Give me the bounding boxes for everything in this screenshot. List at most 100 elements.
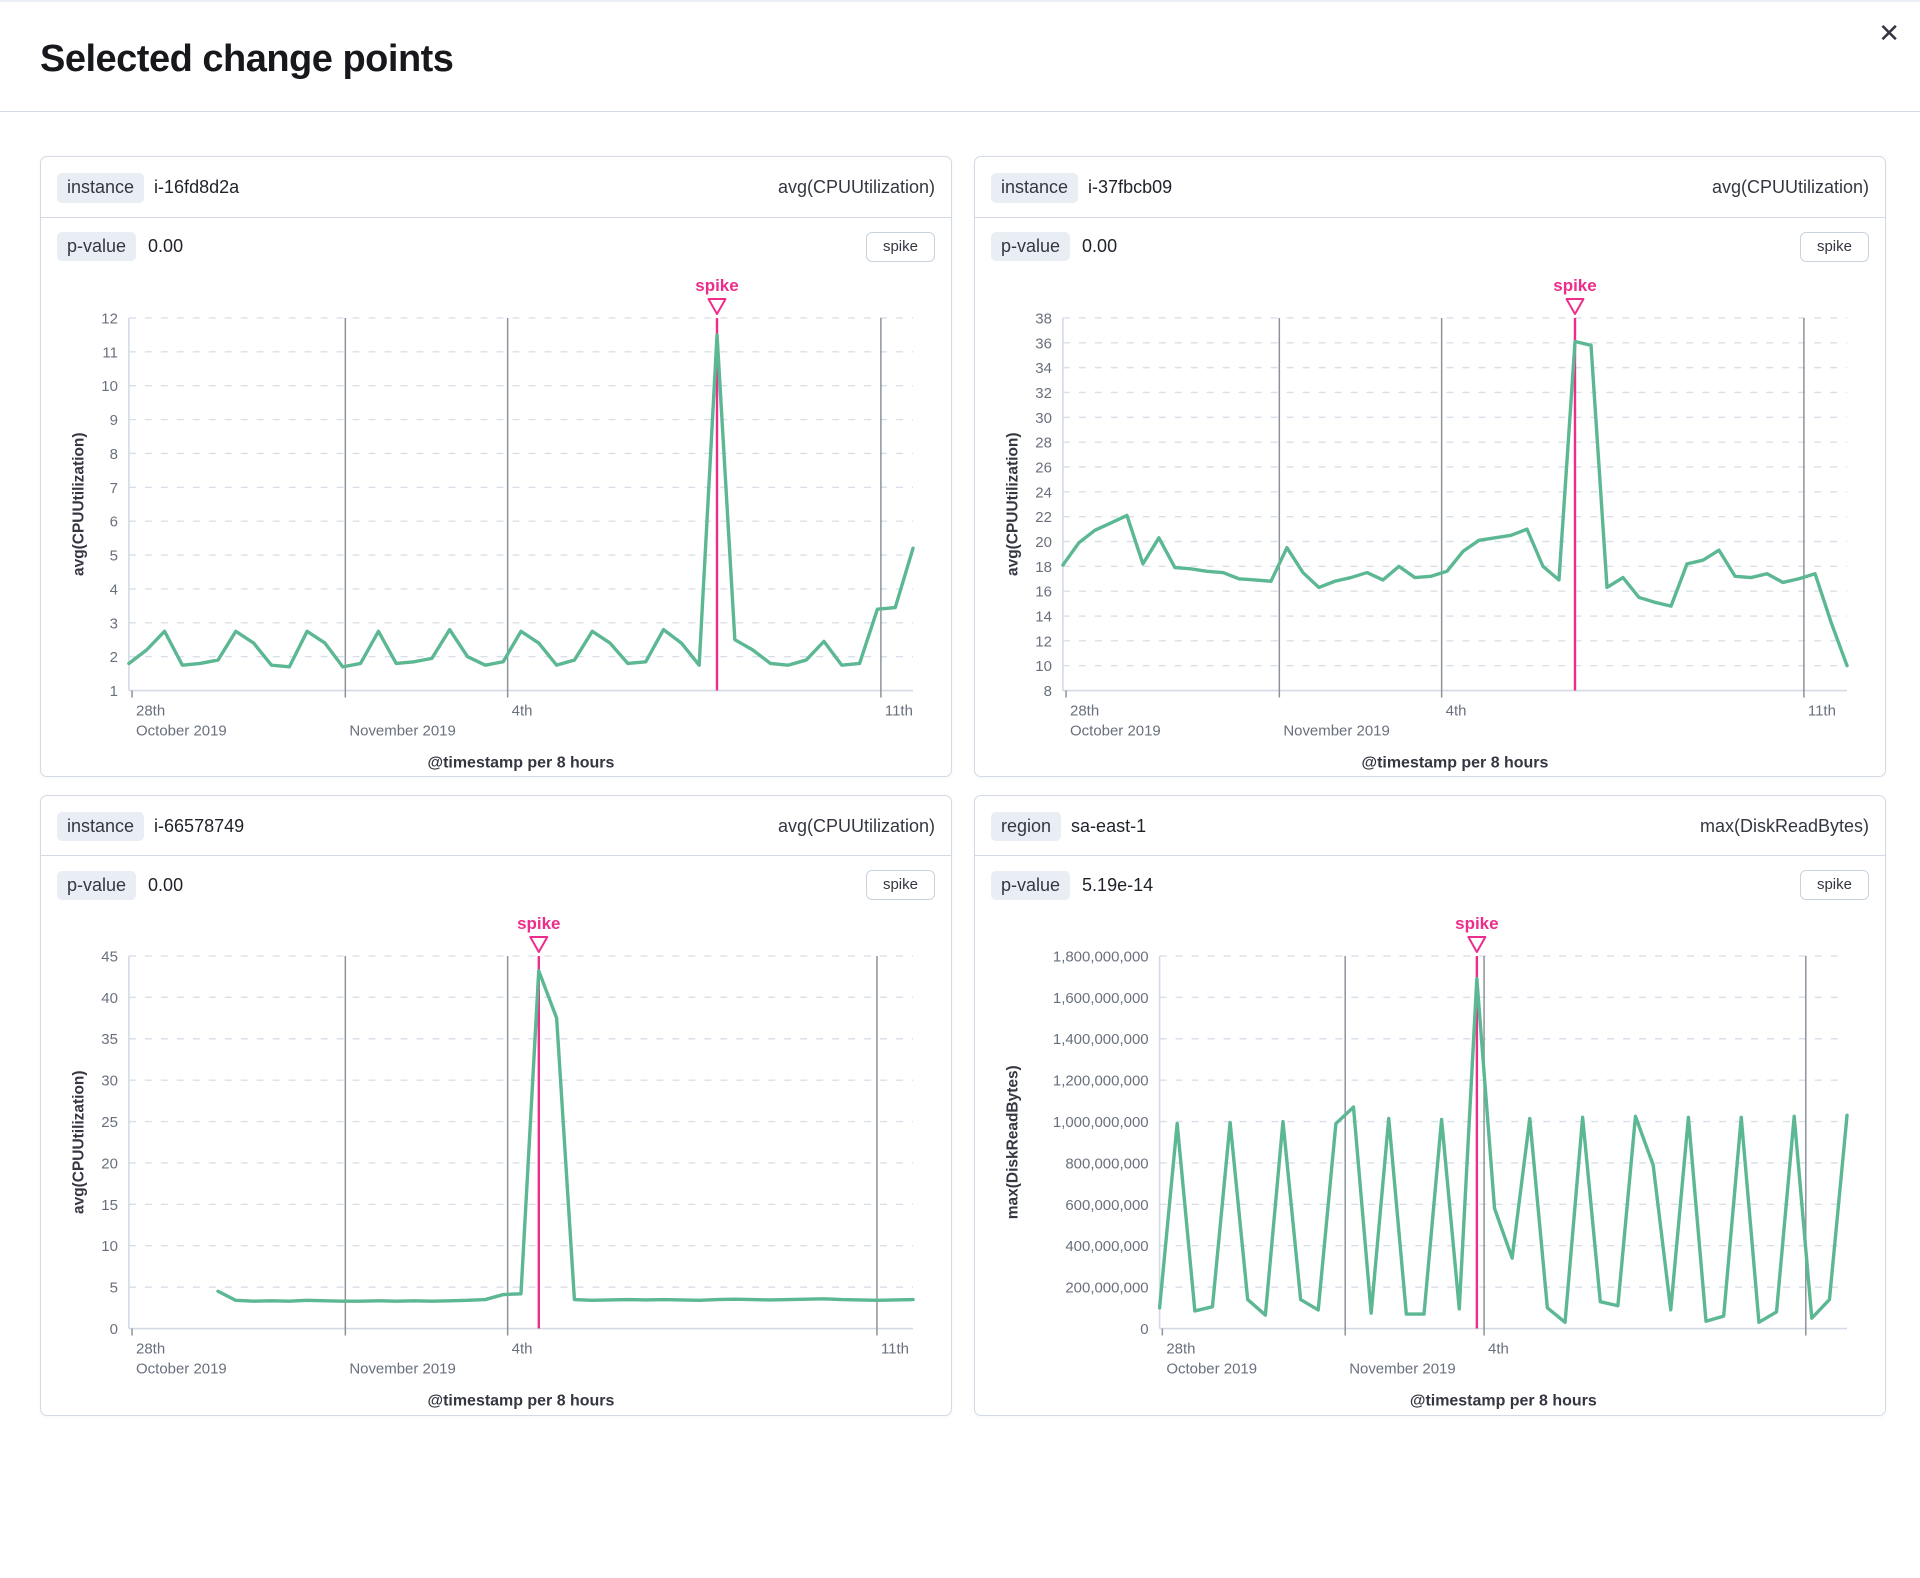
svg-text:14: 14 bbox=[1035, 608, 1052, 625]
p-value-badge: p-value bbox=[57, 870, 137, 901]
panel-header: instance i-37fbcb09 avg(CPUUtilization) bbox=[975, 157, 1885, 218]
svg-text:4th: 4th bbox=[1488, 1341, 1509, 1358]
svg-text:600,000,000: 600,000,000 bbox=[1065, 1197, 1148, 1214]
svg-text:5: 5 bbox=[110, 547, 118, 564]
field-value: i-16fd8d2a bbox=[154, 177, 240, 198]
p-value-badge: p-value bbox=[57, 231, 137, 262]
svg-text:28th: 28th bbox=[136, 702, 165, 719]
svg-text:November 2019: November 2019 bbox=[349, 1361, 456, 1378]
panel-header: instance i-16fd8d2a avg(CPUUtilization) bbox=[41, 157, 951, 218]
svg-text:8: 8 bbox=[1044, 683, 1052, 700]
svg-text:28: 28 bbox=[1035, 434, 1052, 451]
metric-label: avg(CPUUtilization) bbox=[1711, 177, 1869, 198]
svg-text:3: 3 bbox=[110, 615, 118, 632]
modal-title: Selected change points bbox=[40, 38, 454, 80]
svg-text:avg(CPUUtilization): avg(CPUUtilization) bbox=[70, 1071, 87, 1215]
svg-text:30: 30 bbox=[101, 1073, 118, 1090]
change-type-button[interactable]: spike bbox=[865, 870, 935, 901]
change-point-panels-grid: instance i-16fd8d2a avg(CPUUtilization) … bbox=[0, 112, 1920, 1416]
change-point-panel: instance i-16fd8d2a avg(CPUUtilization) … bbox=[40, 156, 952, 777]
svg-text:24: 24 bbox=[1035, 484, 1052, 501]
svg-text:11th: 11th bbox=[881, 1341, 909, 1358]
field-name-badge: region bbox=[991, 811, 1062, 842]
svg-text:4th: 4th bbox=[512, 1341, 533, 1358]
svg-text:20: 20 bbox=[101, 1156, 118, 1173]
svg-text:2: 2 bbox=[110, 649, 118, 666]
svg-text:max(DiskReadBytes): max(DiskReadBytes) bbox=[1004, 1066, 1021, 1220]
svg-text:28th: 28th bbox=[1070, 702, 1099, 719]
svg-text:4th: 4th bbox=[1446, 702, 1467, 719]
change-type-button[interactable]: spike bbox=[1799, 870, 1869, 901]
svg-text:34: 34 bbox=[1035, 360, 1052, 377]
svg-text:0: 0 bbox=[110, 1321, 118, 1338]
svg-text:4: 4 bbox=[110, 581, 118, 598]
p-value: 5.19e-14 bbox=[1082, 874, 1154, 895]
field-name-badge: instance bbox=[57, 811, 145, 842]
svg-text:11th: 11th bbox=[885, 702, 913, 719]
svg-text:6: 6 bbox=[110, 513, 118, 530]
svg-text:35: 35 bbox=[101, 1032, 118, 1049]
field-value: i-66578749 bbox=[154, 816, 245, 837]
svg-text:@timestamp per 8 hours: @timestamp per 8 hours bbox=[1410, 1393, 1597, 1410]
svg-text:@timestamp per 8 hours: @timestamp per 8 hours bbox=[428, 1393, 615, 1410]
svg-text:10: 10 bbox=[101, 1239, 118, 1256]
metric-label: avg(CPUUtilization) bbox=[777, 816, 935, 837]
panel-header: region sa-east-1 max(DiskReadBytes) bbox=[975, 796, 1885, 857]
svg-text:38: 38 bbox=[1035, 310, 1052, 327]
svg-text:1: 1 bbox=[110, 683, 118, 700]
svg-text:5: 5 bbox=[110, 1280, 118, 1297]
field-name-badge: instance bbox=[57, 173, 145, 203]
svg-text:spike: spike bbox=[1455, 914, 1498, 933]
svg-text:200,000,000: 200,000,000 bbox=[1065, 1280, 1148, 1297]
svg-text:7: 7 bbox=[110, 479, 118, 496]
modal-header: Selected change points ✕ bbox=[0, 2, 1920, 112]
svg-text:28th: 28th bbox=[1166, 1341, 1195, 1358]
svg-text:1,800,000,000: 1,800,000,000 bbox=[1053, 949, 1149, 966]
p-value-badge: p-value bbox=[991, 231, 1071, 262]
svg-text:October 2019: October 2019 bbox=[1070, 722, 1161, 739]
change-point-chart: 1 2 3 4 5 6 7 8 9 10 11 12 28th October 2019 November … bbox=[41, 272, 951, 776]
panel-subheader: p-value 0.00 spike bbox=[41, 856, 951, 910]
svg-text:0: 0 bbox=[1140, 1321, 1148, 1338]
change-type-button[interactable]: spike bbox=[1799, 231, 1869, 262]
field-name-badge: instance bbox=[991, 173, 1079, 203]
svg-text:spike: spike bbox=[695, 275, 738, 294]
svg-text:1,400,000,000: 1,400,000,000 bbox=[1053, 1032, 1149, 1049]
svg-text:spike: spike bbox=[1553, 275, 1596, 294]
change-point-panel: instance i-66578749 avg(CPUUtilization) … bbox=[40, 794, 952, 1416]
svg-text:1,600,000,000: 1,600,000,000 bbox=[1053, 990, 1149, 1007]
svg-text:@timestamp per 8 hours: @timestamp per 8 hours bbox=[1362, 754, 1549, 771]
svg-text:4th: 4th bbox=[512, 702, 533, 719]
svg-text:26: 26 bbox=[1035, 459, 1052, 476]
svg-text:12: 12 bbox=[101, 310, 118, 327]
svg-text:October 2019: October 2019 bbox=[1166, 1361, 1257, 1378]
field-value: i-37fbcb09 bbox=[1088, 177, 1173, 198]
svg-text:18: 18 bbox=[1035, 558, 1052, 575]
change-point-chart: 0 5 10 15 20 25 30 35 40 45 28th October 2019 Novemb… bbox=[41, 910, 951, 1414]
svg-text:spike: spike bbox=[517, 914, 560, 933]
svg-text:November 2019: November 2019 bbox=[1349, 1361, 1456, 1378]
metric-label: avg(CPUUtilization) bbox=[777, 177, 935, 198]
p-value: 0.00 bbox=[148, 874, 184, 895]
svg-text:1,000,000,000: 1,000,000,000 bbox=[1053, 1114, 1149, 1131]
svg-text:30: 30 bbox=[1035, 409, 1052, 426]
panel-subheader: p-value 5.19e-14 spike bbox=[975, 856, 1885, 910]
svg-text:28th: 28th bbox=[136, 1341, 165, 1358]
change-point-panel: region sa-east-1 max(DiskReadBytes) p-va… bbox=[974, 794, 1886, 1416]
change-type-button[interactable]: spike bbox=[865, 231, 935, 262]
svg-text:22: 22 bbox=[1035, 509, 1052, 526]
svg-text:800,000,000: 800,000,000 bbox=[1065, 1156, 1148, 1173]
svg-text:1,200,000,000: 1,200,000,000 bbox=[1053, 1073, 1149, 1090]
svg-text:10: 10 bbox=[1035, 658, 1052, 675]
svg-text:25: 25 bbox=[101, 1114, 118, 1131]
svg-text:avg(CPUUtilization): avg(CPUUtilization) bbox=[70, 432, 87, 576]
svg-text:32: 32 bbox=[1035, 384, 1052, 401]
close-icon[interactable]: ✕ bbox=[1878, 18, 1900, 48]
change-point-chart: 0 200,000,000 400,000,000 600,000,000 800,00… bbox=[975, 910, 1885, 1414]
svg-text:12: 12 bbox=[1035, 633, 1052, 650]
field-value: sa-east-1 bbox=[1071, 816, 1147, 837]
svg-text:avg(CPUUtilization): avg(CPUUtilization) bbox=[1004, 432, 1021, 576]
p-value-badge: p-value bbox=[991, 870, 1071, 901]
change-point-panel: instance i-37fbcb09 avg(CPUUtilization) … bbox=[974, 156, 1886, 777]
